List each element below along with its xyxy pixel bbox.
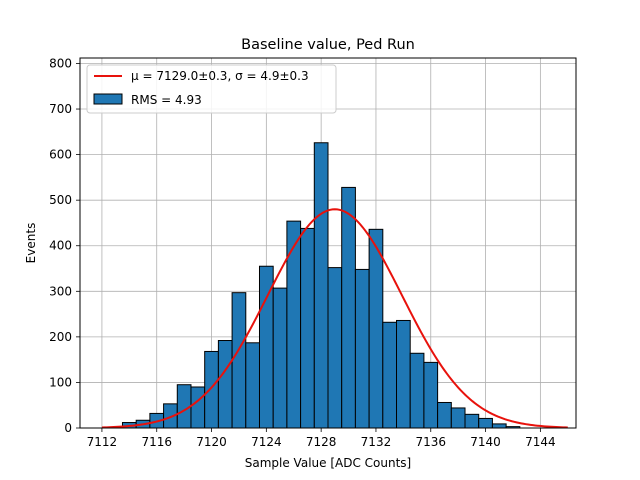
x-tick-label: 7140 <box>470 435 501 449</box>
histogram-bar <box>231 292 247 429</box>
y-axis-title: Events <box>24 223 38 264</box>
histogram-bar <box>437 401 452 429</box>
y-tick-label: 400 <box>49 239 72 253</box>
x-tick-label: 7124 <box>251 435 282 449</box>
histogram-bar <box>382 321 398 429</box>
legend: μ = 7129.0±0.3, σ = 4.9±0.3 RMS = 4.93 <box>86 64 337 114</box>
legend-box <box>86 64 337 114</box>
legend-fit-label: μ = 7129.0±0.3, σ = 4.9±0.3 <box>131 69 309 83</box>
histogram-bar <box>190 386 206 429</box>
x-tick-label: 7112 <box>87 435 118 449</box>
y-tick-label: 200 <box>49 330 72 344</box>
y-axis-ticks: 0 100 200 300 400 500 600 700 800 <box>49 56 80 435</box>
x-axis-ticks: 7112 7116 7120 7124 7128 7132 7136 7140 7144 <box>87 428 556 449</box>
histogram-bar <box>409 352 425 429</box>
histogram-bar <box>204 350 219 429</box>
y-tick-label: 500 <box>49 193 72 207</box>
x-axis-title: Sample Value [ADC Counts] <box>245 456 411 470</box>
x-tick-label: 7128 <box>306 435 337 449</box>
histogram-bar <box>245 342 260 429</box>
histogram-bar <box>464 413 480 429</box>
x-tick-label: 7144 <box>525 435 556 449</box>
histogram-bar <box>286 220 302 429</box>
x-tick-label: 7132 <box>361 435 392 449</box>
x-tick-label: 7116 <box>141 435 172 449</box>
histogram-bar <box>450 407 466 429</box>
y-tick-label: 700 <box>49 102 72 116</box>
histogram-bar <box>491 423 507 429</box>
histogram-bar <box>423 361 439 429</box>
histogram-bar <box>478 417 493 429</box>
chart-title: Baseline value, Ped Run <box>241 37 415 53</box>
histogram-bar <box>354 268 370 429</box>
histogram-bar <box>313 142 329 429</box>
legend-rms-label: RMS = 4.93 <box>131 93 202 107</box>
gaussian-fit-curve <box>101 208 568 429</box>
histogram-bar <box>396 319 411 429</box>
y-tick-label: 600 <box>49 148 72 162</box>
x-tick-label: 7120 <box>196 435 227 449</box>
histogram-bar <box>368 228 384 429</box>
histogram-bar <box>327 267 343 429</box>
histogram-bar <box>300 227 315 429</box>
x-tick-label: 7136 <box>415 435 446 449</box>
legend-rms-swatch <box>93 93 123 105</box>
histogram-bar <box>217 340 233 429</box>
y-tick-label: 800 <box>49 56 72 70</box>
y-tick-label: 100 <box>49 375 72 389</box>
histogram-bar <box>272 287 288 429</box>
histogram-bar <box>341 186 356 429</box>
y-tick-label: 0 <box>64 421 72 435</box>
plot-frame <box>79 57 577 429</box>
y-tick-label: 300 <box>49 284 72 298</box>
